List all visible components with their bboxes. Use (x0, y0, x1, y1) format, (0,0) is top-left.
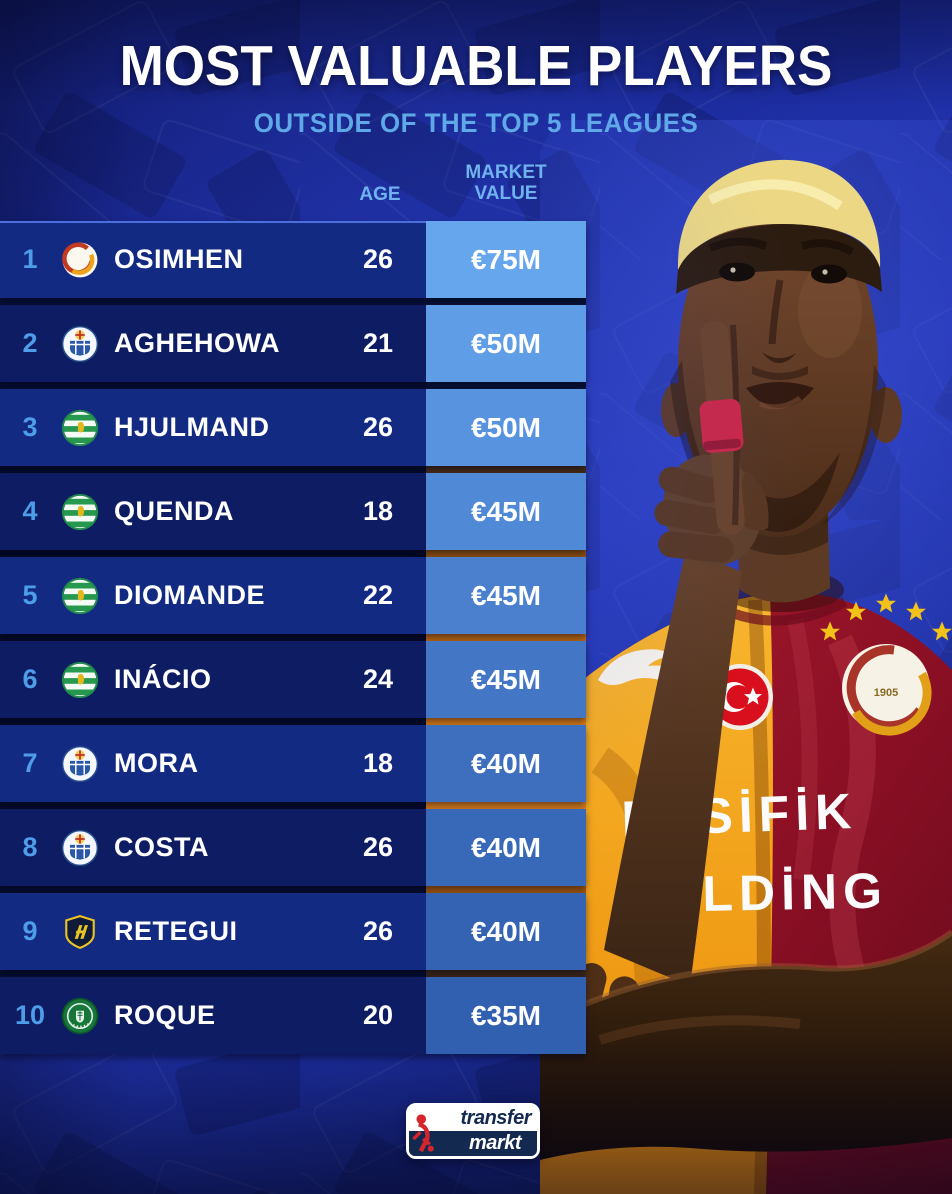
market-value-cell: €45M (426, 473, 586, 550)
players-table: 1 OSIMHEN 26 €75M 2 AGHEHOWA 21 €50M 3 H… (0, 221, 586, 1061)
rank-label: 7 (22, 748, 38, 778)
table-row: 3 HJULMAND 26 €50M (0, 389, 586, 466)
rank-label: 6 (22, 664, 38, 694)
rank-label: 4 (22, 496, 38, 526)
page-subtitle: OUTSIDE OF THE TOP 5 LEAGUES (253, 108, 699, 138)
market-value-cell: €40M (426, 809, 586, 886)
table-row: 2 AGHEHOWA 21 €50M (0, 305, 586, 382)
rank-label: 2 (22, 328, 38, 358)
player-name: DIOMANDE (114, 580, 265, 610)
age-value: 18 (362, 748, 394, 778)
age-value: 21 (362, 328, 394, 358)
table-row: 9 RETEGUI 26 €40M (0, 893, 586, 970)
player-name: QUENDA (114, 496, 235, 526)
club-crest-sporting-cp-icon (60, 408, 100, 448)
club-crest-al-qadsiah-icon (60, 912, 100, 952)
table-row: 5 DIOMANDE 22 €45M (0, 557, 586, 634)
market-value-cell: €45M (426, 641, 586, 718)
player-name: MORA (114, 748, 199, 778)
table-row: 7 MORA 18 €40M (0, 725, 586, 802)
club-crest-galatasaray-icon (60, 240, 100, 280)
table-row: 1 OSIMHEN 26 €75M (0, 221, 586, 298)
market-value-cell: €50M (426, 389, 586, 466)
club-crest-porto-icon (60, 324, 100, 364)
page-title: MOST VALUABLE PLAYERS (119, 34, 833, 98)
player-name: INÁCIO (114, 664, 212, 694)
crest-year-label: 1905 (874, 687, 898, 699)
age-value: 22 (362, 580, 394, 610)
player-photo: 1905 PASİFİK HOLDİNG (540, 120, 952, 1194)
transfermarkt-logo: transfer markt (406, 1103, 540, 1159)
club-crest-porto-icon (60, 828, 100, 868)
rank-label: 1 (22, 244, 38, 274)
club-crest-sporting-cp-icon (60, 492, 100, 532)
column-header-age: AGE (359, 184, 401, 205)
age-value: 26 (362, 412, 394, 442)
age-value: 24 (362, 664, 394, 694)
market-value-cell: €35M (426, 977, 586, 1054)
player-name: OSIMHEN (114, 244, 244, 274)
player-name: AGHEHOWA (114, 328, 280, 358)
age-value: 26 (362, 244, 394, 274)
age-value: 26 (362, 832, 394, 862)
market-value-cell: €50M (426, 305, 586, 382)
club-crest-porto-icon (60, 744, 100, 784)
age-value: 18 (362, 496, 394, 526)
player-name: COSTA (114, 832, 209, 862)
rank-label: 5 (22, 580, 38, 610)
table-row: 4 QUENDA 18 €45M (0, 473, 586, 550)
table-row: 8 COSTA 26 €40M (0, 809, 586, 886)
table-row: 10 ROQUE 20 €35M (0, 977, 586, 1054)
rank-label: 3 (22, 412, 38, 442)
header: MOST VALUABLE PLAYERS OUTSIDE OF THE TOP… (0, 36, 952, 139)
market-value-cell: €40M (426, 893, 586, 970)
rank-label: 10 (14, 1000, 46, 1030)
table-row: 6 INÁCIO 24 €45M (0, 641, 586, 718)
age-value: 26 (362, 916, 394, 946)
player-name: RETEGUI (114, 916, 238, 946)
club-crest-palmeiras-icon (60, 996, 100, 1036)
age-value: 20 (362, 1000, 394, 1030)
market-value-cell: €75M (426, 221, 586, 298)
rank-label: 9 (22, 916, 38, 946)
market-value-cell: €45M (426, 557, 586, 634)
market-value-cell: €40M (426, 725, 586, 802)
rank-label: 8 (22, 832, 38, 862)
club-crest-sporting-cp-icon (60, 576, 100, 616)
column-header-market-value: MARKET VALUE (465, 162, 547, 204)
player-name: ROQUE (114, 1000, 216, 1030)
club-crest-sporting-cp-icon (60, 660, 100, 700)
player-name: HJULMAND (114, 412, 270, 442)
transfermarkt-player-icon (412, 1114, 434, 1153)
